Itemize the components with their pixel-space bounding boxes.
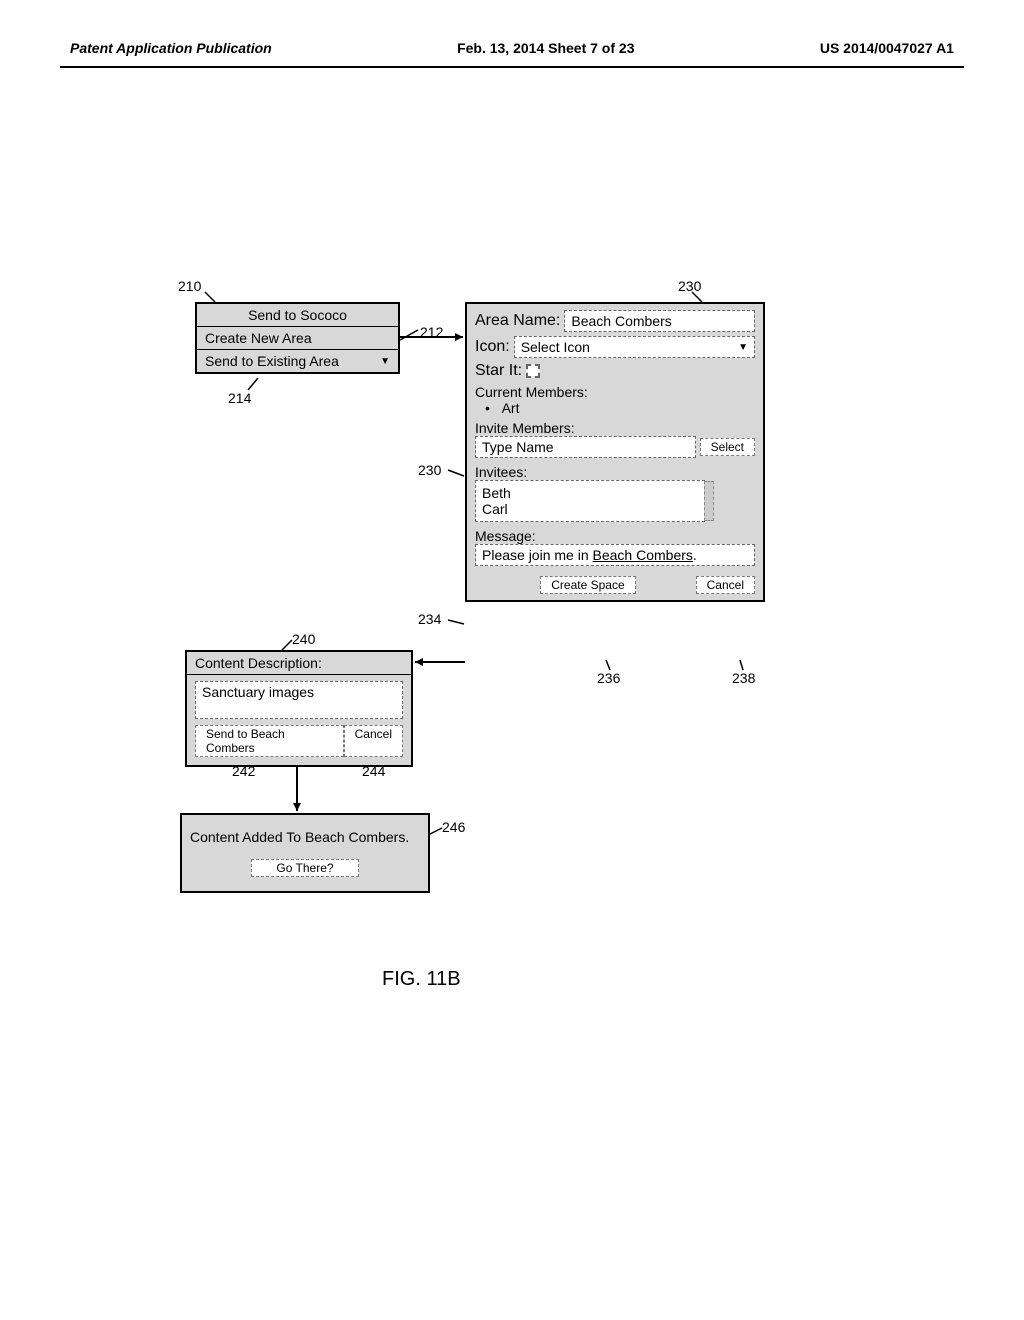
header-center: Feb. 13, 2014 Sheet 7 of 23 (457, 40, 634, 56)
panel-240: Content Description: Sanctuary images Se… (185, 650, 413, 767)
create-new-area-row[interactable]: Create New Area (197, 327, 398, 350)
invitees-label: Invitees: (475, 464, 755, 480)
invitee-1: Beth (482, 485, 698, 501)
message-link: Beach Combers (593, 547, 693, 563)
star-it-label: Star It: (475, 362, 522, 380)
chevron-down-icon: ▼ (738, 342, 748, 353)
icon-select[interactable]: Select Icon ▼ (514, 336, 755, 358)
message-input[interactable]: Please join me in Beach Combers. (475, 544, 755, 566)
panel-230: Area Name: Beach Combers Icon: Select Ic… (465, 302, 765, 602)
message-prefix: Please join me in (482, 547, 593, 563)
send-existing-area-row[interactable]: Send to Existing Area ▼ (197, 350, 398, 372)
page-header: Patent Application Publication Feb. 13, … (0, 0, 1024, 66)
content-added-text: Content Added To Beach Combers. (190, 829, 420, 845)
member-name: Art (502, 400, 520, 416)
cancel-button-230[interactable]: Cancel (696, 576, 755, 594)
panel-246: Content Added To Beach Combers. Go There… (180, 813, 430, 893)
invitees-list[interactable]: Beth Carl (475, 480, 705, 522)
send-to-sococo-title: Send to Sococo (197, 304, 398, 327)
send-existing-label: Send to Existing Area (205, 353, 339, 369)
cancel-button-240[interactable]: Cancel (344, 725, 403, 757)
invitee-2: Carl (482, 501, 698, 517)
header-left: Patent Application Publication (70, 40, 272, 56)
member-item: • Art (475, 400, 755, 416)
icon-label: Icon: (475, 338, 510, 356)
panel-210: Send to Sococo Create New Area Send to E… (195, 302, 400, 374)
content-description-label: Content Description: (187, 652, 411, 675)
create-new-area-label: Create New Area (205, 330, 312, 346)
select-button[interactable]: Select (700, 438, 755, 456)
star-it-checkbox[interactable] (526, 364, 540, 378)
invite-name-input[interactable]: Type Name (475, 436, 696, 458)
figure-area: 210 212 214 230 230 234 236 238 240 242 … (0, 270, 1024, 990)
area-name-label: Area Name: (475, 312, 560, 330)
header-right: US 2014/0047027 A1 (820, 40, 954, 56)
go-there-button[interactable]: Go There? (251, 859, 358, 877)
figure-caption: FIG. 11B (382, 968, 461, 991)
current-members-label: Current Members: (475, 384, 755, 400)
message-suffix: . (693, 547, 697, 563)
header-divider (60, 66, 964, 68)
icon-select-value: Select Icon (521, 339, 590, 355)
send-to-beach-combers-button[interactable]: Send to Beach Combers (195, 725, 344, 757)
scrollbar[interactable] (704, 481, 714, 521)
area-name-input[interactable]: Beach Combers (564, 310, 755, 332)
message-label: Message: (475, 528, 755, 544)
create-space-button[interactable]: Create Space (540, 576, 635, 594)
content-description-input[interactable]: Sanctuary images (195, 681, 403, 719)
chevron-down-icon: ▼ (380, 356, 390, 367)
invite-members-label: Invite Members: (475, 420, 755, 436)
